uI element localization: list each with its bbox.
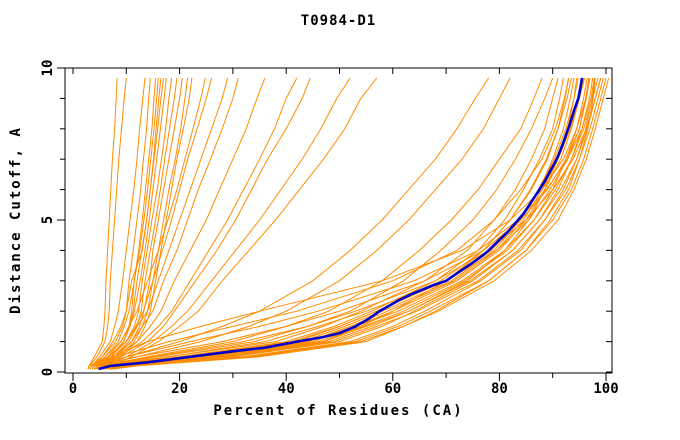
model-curve: [87, 77, 118, 370]
model-curve: [93, 77, 511, 370]
model-curve: [99, 77, 590, 370]
model-curve: [112, 77, 610, 370]
model-curve: [91, 77, 213, 370]
model-curve: [104, 77, 602, 370]
y-tick-label: 5: [40, 216, 56, 224]
model-curve: [99, 77, 189, 370]
model-curve: [110, 77, 570, 370]
model-curve: [93, 77, 165, 370]
model-curve: [110, 77, 607, 370]
model-curve: [89, 77, 146, 370]
model-curve: [87, 77, 127, 370]
plot-title: T0984-D1: [300, 13, 377, 29]
model-curve: [99, 77, 564, 370]
model-curve: [95, 77, 602, 370]
model-curve: [96, 77, 266, 370]
model-curve: [91, 77, 162, 370]
model-curve: [104, 77, 585, 370]
model-curve: [93, 77, 167, 370]
x-tick-label: 60: [384, 381, 401, 397]
model-curve: [91, 77, 595, 370]
y-tick-label: 10: [40, 60, 56, 77]
model-curve: [89, 77, 570, 370]
model-curve: [96, 77, 298, 370]
x-tick-label: 80: [491, 381, 508, 397]
best-model-curve: [98, 77, 584, 371]
model-curve: [95, 77, 543, 370]
x-tick-label: 100: [593, 381, 618, 397]
x-axis-title: Percent of Residues (CA): [213, 403, 464, 419]
x-tick-label: 0: [69, 381, 77, 397]
y-tick-label: 0: [40, 368, 56, 376]
model-curve: [93, 77, 229, 370]
model-curve: [96, 77, 183, 370]
model-curve: [100, 77, 351, 370]
x-tick-label: 40: [278, 381, 295, 397]
x-tick-label: 20: [171, 381, 188, 397]
model-curve: [104, 77, 586, 370]
model-curve: [91, 77, 206, 370]
model-curve: [89, 77, 151, 370]
model-curve: [104, 77, 591, 370]
model-curve: [96, 77, 239, 370]
